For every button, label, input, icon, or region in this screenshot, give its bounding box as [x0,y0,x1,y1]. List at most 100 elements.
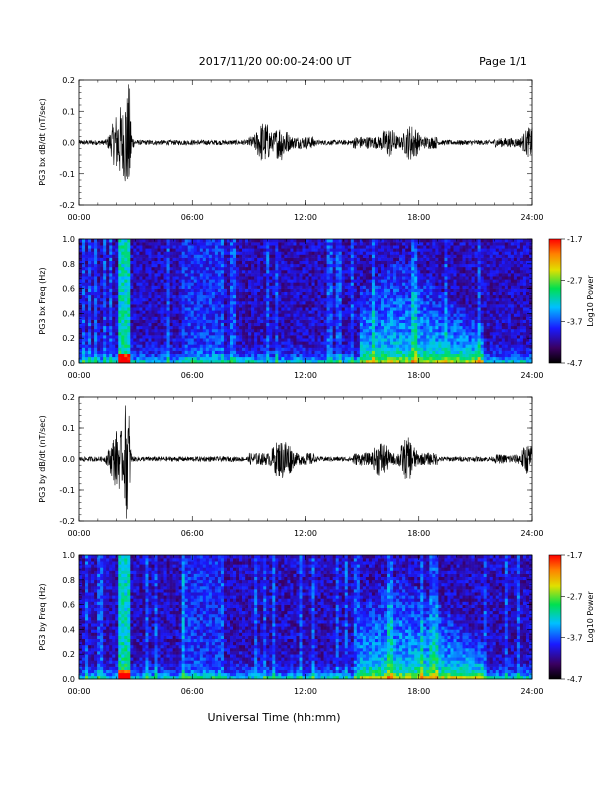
spectrogram-cell [193,338,198,342]
spectrogram-cell [217,359,222,364]
spectrogram-cell [393,316,397,320]
spectrogram-cell [405,356,409,361]
spectrogram-cell [347,350,352,354]
spectrogram-cell [103,288,107,292]
spectrogram-cell [154,260,158,265]
spectrogram-cell [245,245,249,249]
spectrogram-cell [377,335,382,339]
spectrogram-cell [287,270,291,274]
spectrogram-cell [223,242,228,246]
spectrogram-cell [417,260,421,265]
spectrogram-cell [124,242,128,246]
spectrogram-cell [220,242,225,246]
spectrogram-cell [220,313,225,317]
spectrogram-cell [169,332,173,336]
spectrogram-cell [233,266,237,271]
spectrogram-cell [133,297,137,302]
spectrogram-cell [275,301,279,305]
spectrogram-cell [79,322,83,327]
spectrogram-cell [275,347,279,351]
spectrogram-cell [100,301,104,305]
spectrogram-cell [317,338,321,342]
spectrogram-cell [166,245,170,249]
spectrogram-cell [374,335,379,339]
spectrogram-cell [233,316,237,320]
spectrogram-cell [269,285,273,289]
spectrogram-cell [435,301,439,305]
spectrogram-cell [236,304,240,308]
spectrogram-cell [226,276,231,280]
spectrogram-cell [190,297,195,302]
spectrogram-cell [193,282,198,286]
spectrogram-cell [118,297,122,302]
spectrogram-cell [323,263,327,268]
spectrogram-cell [323,279,327,283]
spectrogram-cell [214,294,219,299]
spectrogram-cell [287,301,291,305]
spectrogram-cell [79,332,83,336]
spectrogram-cell [266,273,270,277]
spectrogram-cell [178,279,182,283]
spectrogram-cell [88,338,92,342]
spectrogram-cell [408,301,412,305]
spectrogram-cell [260,270,264,274]
spectrogram-cell [320,319,324,323]
spectrogram-cell [169,335,173,339]
spectrogram-cell [127,328,131,333]
spectrogram-cell [356,325,361,330]
spectrogram-cell [223,279,228,283]
spectrogram-cell [205,313,210,317]
spectrogram-cell [441,359,445,364]
spectrogram-cell [202,273,207,277]
spectrogram-cell [296,257,300,261]
spectrogram-cell [381,242,385,246]
spectrogram-cell [233,359,237,364]
spectrogram-cell [263,248,267,252]
spectrogram-cell [326,297,330,302]
spectrogram-cell [269,260,273,265]
spectrogram-cell [181,248,185,252]
spectrogram-cell [362,273,367,277]
spectrogram-cell [287,316,291,320]
spectrogram-cell [417,350,421,354]
spectrogram-cell [411,294,415,299]
spectrogram-cell [408,319,412,323]
spectrogram-cell [323,335,327,339]
spectrogram-cell [196,288,201,292]
spectrogram-cell [151,251,155,255]
spectrogram-cell [260,316,264,320]
spectrogram-cell [275,307,279,311]
spectrogram-cell [426,245,430,249]
spectrogram-cell [245,304,249,308]
spectrogram-cell [94,335,98,339]
spectrogram-cell [160,242,164,246]
spectrogram-cell [181,341,185,345]
spectrogram-cell [393,347,397,351]
spectrogram-cell [332,307,336,311]
spectrogram-cell [106,353,110,358]
spectrogram-cell [245,319,249,323]
spectrogram-cell [254,288,258,292]
spectrogram-cell [115,260,119,265]
spectrogram-cell [103,266,107,271]
spectrogram-cell [136,319,140,323]
spectrogram-cell [169,310,173,314]
spectrogram-cell [411,282,415,286]
spectrogram-cell [202,285,207,289]
spectrogram-cell [362,297,367,302]
spectrogram-cell [184,347,189,351]
spectrogram-cell [432,239,436,243]
spectrogram-cell [359,344,364,348]
spectrogram-cell [187,282,192,286]
spectrogram-cell [293,285,297,289]
spectrogram-cell [441,279,445,283]
spectrogram-cell [91,341,95,345]
spectrogram-cell [220,341,225,345]
spectrogram-cell [293,270,297,274]
spectrogram-cell [356,242,361,246]
spectrogram-cell [408,245,412,249]
y-tick-label: -0.1 [59,170,75,179]
spectrogram-cell [169,304,173,308]
spectrogram-cell [82,266,86,271]
spectrogram-cell [365,301,370,305]
